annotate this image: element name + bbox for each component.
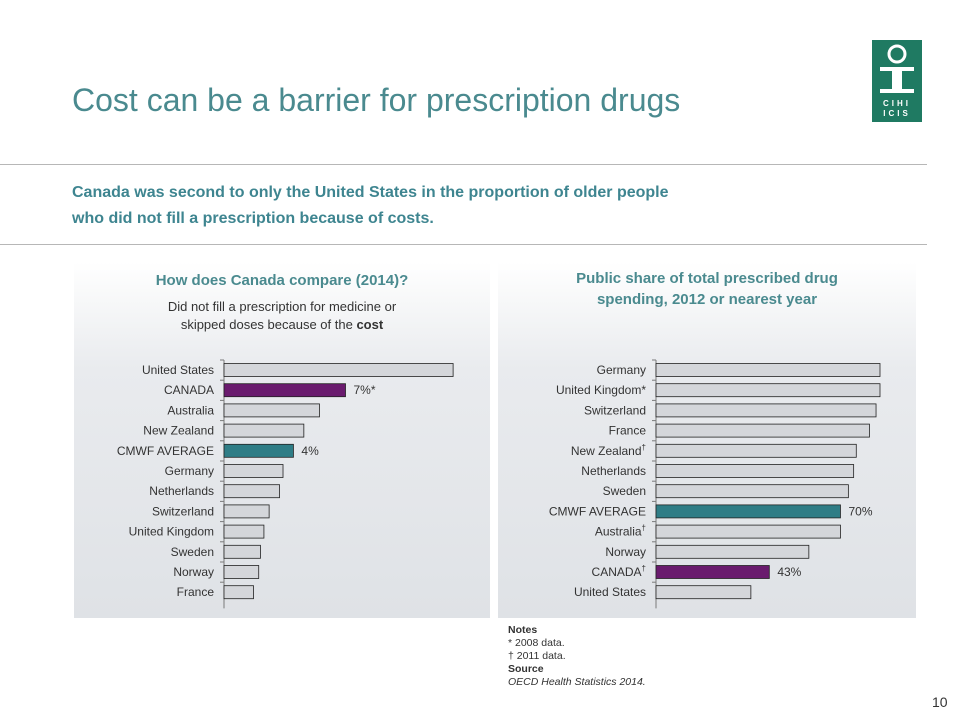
top-divider <box>0 164 927 165</box>
logo-mark: CIHI ICIS <box>880 44 914 118</box>
chart-title: Public share of total prescribed drug sp… <box>498 268 916 310</box>
lead-text: Canada was second to only the United Sta… <box>72 180 832 232</box>
slide-title: Cost can be a barrier for prescription d… <box>72 82 681 118</box>
bottom-divider <box>0 244 927 245</box>
note-2008: * 2008 data. <box>508 637 565 649</box>
category-label: Switzerland <box>152 504 214 518</box>
category-label: Sweden <box>171 545 214 559</box>
bar-sweden <box>223 544 261 559</box>
category-label: Norway <box>173 565 214 579</box>
chart-subtitle: Did not fill a prescription for medicine… <box>74 298 490 334</box>
bar-new-zealand <box>655 443 857 458</box>
public-share-bar-chart: Germany United Kingdom* Switzerland France N… <box>549 359 881 609</box>
category-label: Norway <box>605 545 646 559</box>
page-number: 10 <box>932 694 948 710</box>
bar-netherlands <box>655 464 855 478</box>
category-label: Germany <box>165 464 214 478</box>
category-label: Australia† <box>595 524 646 539</box>
svg-text:ICIS: ICIS <box>883 109 911 118</box>
bar-united-states <box>223 363 454 377</box>
chart-subtitle-line-2-text: skipped doses because of the <box>180 317 357 332</box>
bar-norway <box>655 544 810 559</box>
category-label: CANADA† <box>592 564 646 579</box>
category-label: United States <box>574 585 646 599</box>
cihi-logo: CIHI ICIS <box>872 40 922 122</box>
category-label: Switzerland <box>584 403 646 417</box>
data-label: 4% <box>301 444 319 458</box>
category-label: United Kingdom* <box>556 383 646 397</box>
category-label: Netherlands <box>149 484 214 498</box>
note-2011: † 2011 data. <box>508 650 566 662</box>
bar-sweden <box>655 484 849 499</box>
chart-subtitle-line-1: Did not fill a prescription for medicine… <box>167 299 397 314</box>
chart-title-line-2: spending, 2012 or nearest year <box>596 291 818 308</box>
category-label: Australia <box>167 403 214 417</box>
category-label: France <box>177 585 215 599</box>
bar-cmwf-average <box>223 443 294 458</box>
category-label: CMWF AVERAGE <box>549 504 646 518</box>
category-label: United Kingdom <box>129 525 214 539</box>
category-label: New Zealand <box>143 424 214 438</box>
category-label: CMWF AVERAGE <box>117 444 214 458</box>
bar-canada <box>655 565 770 579</box>
chart-subtitle-bold: cost <box>356 317 384 332</box>
bar-france <box>655 423 870 438</box>
bar-united-kingdom <box>223 524 265 539</box>
chart-panel-cost-barrier: How does Canada compare (2014)? Did not … <box>74 262 490 618</box>
chart-panel-public-share: Public share of total prescribed drug sp… <box>498 262 916 618</box>
bar-france <box>223 585 254 600</box>
category-label: New Zealand† <box>571 443 646 458</box>
bar-norway <box>223 565 260 579</box>
chart-title-line-1: Public share of total prescribed drug <box>576 270 838 287</box>
bar-australia <box>223 403 320 418</box>
bar-switzerland <box>655 403 877 418</box>
notes-heading: Notes <box>508 624 538 636</box>
lead-line-1: Canada was second to only the United Sta… <box>72 184 669 201</box>
bar-netherlands <box>223 484 280 499</box>
category-label: Netherlands <box>581 464 646 478</box>
bar-canada <box>223 383 346 398</box>
data-label: 70% <box>848 504 872 518</box>
chart-subtitle-line-2: skipped doses because of the cost <box>74 316 490 334</box>
bar-germany <box>223 464 284 478</box>
data-label: 7%* <box>354 383 376 397</box>
category-label: France <box>609 424 647 438</box>
bar-united-kingdom <box>655 383 881 398</box>
cost-barrier-bar-chart: United States CANADA 7%* Australia New Zeala… <box>117 359 454 609</box>
svg-text:CIHI: CIHI <box>883 99 911 108</box>
bar-germany <box>655 363 881 377</box>
lead-line-2: who did not fill a prescription because … <box>72 210 434 227</box>
notes-block: Notes * 2008 data. † 2011 data. Source O… <box>508 624 646 689</box>
chart-title: How does Canada compare (2014)? <box>155 272 409 289</box>
bar-new-zealand <box>223 423 305 438</box>
source-heading: Source <box>508 663 544 675</box>
category-label: Sweden <box>603 484 646 498</box>
category-label: Germany <box>597 363 646 377</box>
bar-australia <box>655 524 841 539</box>
source-text: OECD Health Statistics 2014. <box>508 676 646 688</box>
bar-switzerland <box>223 504 270 519</box>
data-label: 43% <box>777 565 801 579</box>
category-label: United States <box>142 363 214 377</box>
bar-united-states <box>655 585 752 600</box>
category-label: CANADA <box>164 383 214 397</box>
bar-cmwf-average <box>655 504 841 519</box>
